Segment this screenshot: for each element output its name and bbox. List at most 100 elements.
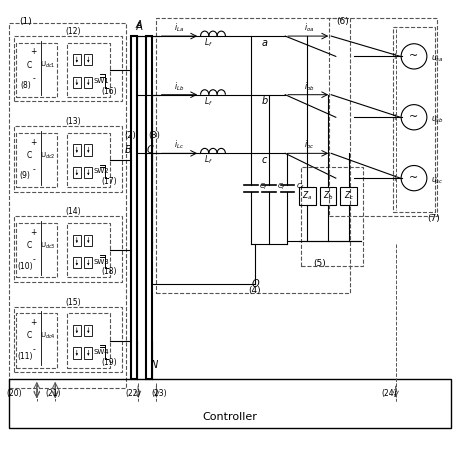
Text: SW2: SW2	[93, 168, 109, 175]
Bar	[298, 187, 315, 205]
Bar	[73, 257, 81, 268]
Text: $L_f$: $L_f$	[203, 37, 212, 49]
Bar	[84, 325, 92, 336]
Bar	[73, 325, 81, 336]
Text: (14): (14)	[66, 207, 81, 216]
Bar	[73, 144, 81, 156]
Text: (23): (23)	[151, 389, 166, 398]
Text: C: C	[26, 61, 32, 70]
Bar	[146, 36, 151, 379]
Text: ~: ~	[409, 173, 418, 183]
Bar	[16, 313, 57, 368]
Text: $i_{Lc}$: $i_{Lc}$	[174, 139, 184, 152]
Text: -: -	[32, 345, 35, 354]
Text: $u_{sa}$: $u_{sa}$	[430, 53, 442, 64]
Text: $i_{oa}$: $i_{oa}$	[303, 22, 313, 34]
Text: -: -	[32, 165, 35, 174]
Text: +: +	[30, 138, 37, 147]
Bar	[73, 167, 81, 178]
Bar	[9, 23, 126, 388]
Text: $L_f$: $L_f$	[203, 154, 212, 166]
Text: +: +	[30, 47, 37, 56]
Bar	[84, 235, 92, 246]
Bar	[14, 307, 122, 372]
Text: $i_{La}$: $i_{La}$	[174, 22, 184, 34]
Text: +: +	[391, 52, 397, 61]
Text: SW3: SW3	[93, 258, 109, 265]
Bar	[73, 235, 81, 246]
Bar	[328, 18, 436, 216]
Text: (22): (22)	[125, 389, 141, 398]
Text: (2): (2)	[124, 131, 136, 140]
Text: U$_{dc2}$: U$_{dc2}$	[40, 151, 56, 161]
Text: O: O	[251, 279, 258, 289]
Text: $i_{ob}$: $i_{ob}$	[303, 80, 313, 93]
Text: c: c	[261, 155, 267, 165]
Text: ~: ~	[409, 51, 418, 61]
Text: $Z_c$: $Z_c$	[343, 190, 353, 202]
Text: (10): (10)	[17, 262, 33, 271]
Text: (21): (21)	[45, 389, 61, 398]
Text: (16): (16)	[101, 87, 117, 96]
Bar	[156, 18, 349, 293]
Bar	[73, 347, 81, 359]
Text: SW4: SW4	[93, 349, 109, 355]
Text: A: A	[135, 20, 142, 30]
Bar	[131, 36, 136, 379]
Text: -: -	[32, 255, 35, 264]
Bar	[16, 43, 57, 97]
Text: C: C	[26, 241, 32, 250]
Text: +: +	[391, 113, 397, 122]
Bar	[67, 223, 110, 277]
Text: (11): (11)	[17, 352, 33, 361]
Bar	[16, 133, 57, 187]
Text: (13): (13)	[66, 117, 81, 126]
Text: B: B	[124, 145, 131, 155]
Text: a: a	[261, 38, 267, 48]
Bar	[84, 144, 92, 156]
Text: +: +	[30, 228, 37, 237]
Text: $u_{sc}$: $u_{sc}$	[430, 175, 442, 186]
Text: (5): (5)	[313, 259, 325, 268]
Bar	[84, 54, 92, 65]
Bar	[340, 187, 356, 205]
Text: U$_{dc1}$: U$_{dc1}$	[40, 60, 56, 70]
Text: (3): (3)	[148, 131, 160, 140]
Text: N: N	[151, 360, 158, 370]
Bar	[14, 126, 122, 192]
Bar	[67, 133, 110, 187]
Text: +: +	[30, 318, 37, 327]
Text: (17): (17)	[101, 177, 117, 186]
Text: A: A	[135, 22, 142, 32]
Text: (1): (1)	[19, 17, 32, 26]
Text: U$_{dc4}$: U$_{dc4}$	[40, 331, 56, 341]
Text: (8): (8)	[20, 81, 31, 90]
Text: $i_{Lb}$: $i_{Lb}$	[174, 80, 184, 93]
Text: U$_{dc3}$: U$_{dc3}$	[40, 241, 56, 251]
Text: b: b	[261, 97, 267, 106]
Text: (12): (12)	[66, 27, 81, 36]
Text: (24): (24)	[380, 389, 396, 398]
Text: C: C	[26, 331, 32, 341]
Bar	[84, 77, 92, 88]
Text: $Z_b$: $Z_b$	[322, 190, 332, 202]
Text: $Z_a$: $Z_a$	[302, 190, 312, 202]
Bar	[84, 167, 92, 178]
Text: ~: ~	[409, 112, 418, 122]
Bar	[319, 187, 336, 205]
Text: (9): (9)	[20, 171, 31, 180]
Text: SW1: SW1	[93, 78, 109, 84]
Text: +: +	[391, 174, 397, 183]
Bar	[14, 36, 122, 101]
Text: $u_{sb}$: $u_{sb}$	[430, 114, 443, 125]
Bar	[73, 54, 81, 65]
Text: $i_{oc}$: $i_{oc}$	[303, 139, 313, 152]
Text: (4): (4)	[247, 286, 260, 295]
Bar	[84, 257, 92, 268]
Bar	[14, 216, 122, 282]
Text: (20): (20)	[6, 389, 22, 398]
Text: (15): (15)	[66, 298, 81, 307]
Text: -: -	[32, 74, 35, 83]
Text: (6): (6)	[336, 17, 348, 26]
Bar	[16, 223, 57, 277]
